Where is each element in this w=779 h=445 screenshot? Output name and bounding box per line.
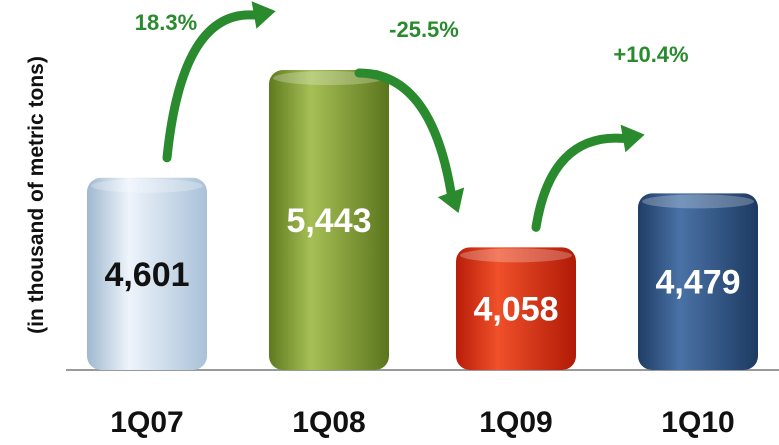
category-label: 1Q09 xyxy=(479,406,552,439)
bar-cap xyxy=(460,248,572,262)
category-label: 1Q07 xyxy=(110,406,183,439)
bar-cap xyxy=(91,179,203,193)
change-annotations: 18.3% -25.5% +10.4% xyxy=(135,0,689,227)
change-label: 18.3% xyxy=(135,10,197,35)
category-labels: 1Q07 1Q08 1Q09 1Q10 xyxy=(110,406,734,439)
change-label: +10.4% xyxy=(613,42,688,67)
change-arrow xyxy=(536,138,623,227)
bar-cap xyxy=(642,194,754,208)
change-arrowhead xyxy=(252,0,279,29)
change-arrowhead xyxy=(621,121,648,152)
change-arrow xyxy=(167,15,254,158)
change-label: -25.5% xyxy=(389,17,459,42)
change-arrowhead xyxy=(438,188,472,218)
value-label: 4,058 xyxy=(473,291,558,329)
value-label: 5,443 xyxy=(286,202,371,240)
category-label: 1Q08 xyxy=(292,406,365,439)
value-label: 4,601 xyxy=(104,256,189,294)
value-label: 4,479 xyxy=(655,264,740,302)
y-axis-label: (in thousand of metric tons) xyxy=(25,56,48,334)
category-label: 1Q10 xyxy=(661,406,734,439)
